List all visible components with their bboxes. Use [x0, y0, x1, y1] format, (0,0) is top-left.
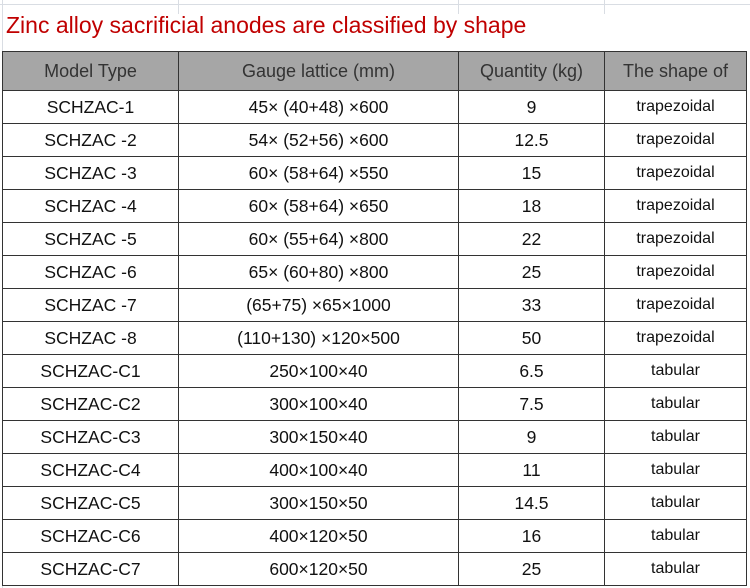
cell-gauge-lattice: (65+75) ×65×1000: [178, 288, 459, 322]
cell-quantity: 50: [458, 321, 605, 355]
cell-shape: tabular: [604, 486, 747, 520]
cell-model-type: SCHZAC -2: [2, 123, 179, 157]
cell-shape: trapezoidal: [604, 288, 747, 322]
cell-quantity: 16: [458, 519, 605, 553]
cell-model-type: SCHZAC-C4: [2, 453, 179, 487]
sheet-gridline: [0, 4, 750, 5]
cell-shape: tabular: [604, 552, 747, 586]
table-row: SCHZAC-C3 300×150×40 9 tabular: [2, 420, 747, 454]
cell-gauge-lattice: 60× (58+64) ×650: [178, 189, 459, 223]
cell-gauge-lattice: 45× (40+48) ×600: [178, 90, 459, 124]
cell-model-type: SCHZAC -5: [2, 222, 179, 256]
cell-gauge-lattice: 300×100×40: [178, 387, 459, 421]
cell-shape: trapezoidal: [604, 321, 747, 355]
cell-model-type: SCHZAC-C5: [2, 486, 179, 520]
sheet-gridline: [604, 0, 605, 14]
table-row: SCHZAC-C5 300×150×50 14.5 tabular: [2, 486, 747, 520]
cell-shape: tabular: [604, 420, 747, 454]
cell-model-type: SCHZAC -6: [2, 255, 179, 289]
table-row: SCHZAC -5 60× (55+64) ×800 22 trapezoidal: [2, 222, 747, 256]
cell-gauge-lattice: 300×150×50: [178, 486, 459, 520]
table-row: SCHZAC -3 60× (58+64) ×550 15 trapezoidal: [2, 156, 747, 190]
cell-model-type: SCHZAC-1: [2, 90, 179, 124]
cell-shape: tabular: [604, 453, 747, 487]
sheet-gridline: [458, 0, 459, 14]
header-quantity: Quantity (kg): [458, 51, 605, 91]
cell-model-type: SCHZAC -8: [2, 321, 179, 355]
table-row: SCHZAC-C4 400×100×40 11 tabular: [2, 453, 747, 487]
cell-quantity: 6.5: [458, 354, 605, 388]
cell-quantity: 14.5: [458, 486, 605, 520]
anode-table: Model Type Gauge lattice (mm) Quantity (…: [2, 51, 747, 586]
cell-quantity: 33: [458, 288, 605, 322]
cell-quantity: 25: [458, 255, 605, 289]
cell-gauge-lattice: (110+130) ×120×500: [178, 321, 459, 355]
table-row: SCHZAC -4 60× (58+64) ×650 18 trapezoidal: [2, 189, 747, 223]
cell-model-type: SCHZAC -7: [2, 288, 179, 322]
sheet-gridline: [178, 0, 179, 14]
cell-shape: trapezoidal: [604, 189, 747, 223]
header-shape: The shape of: [604, 51, 747, 91]
table-row: SCHZAC -2 54× (52+56) ×600 12.5 trapezoidal: [2, 123, 747, 157]
cell-gauge-lattice: 60× (55+64) ×800: [178, 222, 459, 256]
cell-gauge-lattice: 400×100×40: [178, 453, 459, 487]
cell-gauge-lattice: 65× (60+80) ×800: [178, 255, 459, 289]
table-row: SCHZAC-C2 300×100×40 7.5 tabular: [2, 387, 747, 421]
table-row: SCHZAC-C6 400×120×50 16 tabular: [2, 519, 747, 553]
cell-shape: tabular: [604, 387, 747, 421]
table-row: SCHZAC -8 (110+130) ×120×500 50 trapezoidal: [2, 321, 747, 355]
header-row: Model Type Gauge lattice (mm) Quantity (…: [2, 51, 747, 91]
cell-gauge-lattice: 600×120×50: [178, 552, 459, 586]
cell-shape: tabular: [604, 354, 747, 388]
cell-shape: trapezoidal: [604, 222, 747, 256]
cell-gauge-lattice: 54× (52+56) ×600: [178, 123, 459, 157]
cell-model-type: SCHZAC -3: [2, 156, 179, 190]
cell-quantity: 22: [458, 222, 605, 256]
cell-shape: trapezoidal: [604, 90, 747, 124]
page-title: Zinc alloy sacrificial anodes are classi…: [6, 12, 527, 38]
cell-quantity: 12.5: [458, 123, 605, 157]
cell-shape: trapezoidal: [604, 123, 747, 157]
cell-model-type: SCHZAC -4: [2, 189, 179, 223]
cell-shape: trapezoidal: [604, 255, 747, 289]
table-row: SCHZAC-C7 600×120×50 25 tabular: [2, 552, 747, 586]
table-row: SCHZAC -6 65× (60+80) ×800 25 trapezoidal: [2, 255, 747, 289]
cell-quantity: 9: [458, 420, 605, 454]
cell-quantity: 11: [458, 453, 605, 487]
cell-model-type: SCHZAC-C7: [2, 552, 179, 586]
table-row: SCHZAC -7 (65+75) ×65×1000 33 trapezoidal: [2, 288, 747, 322]
cell-shape: trapezoidal: [604, 156, 747, 190]
cell-gauge-lattice: 60× (58+64) ×550: [178, 156, 459, 190]
cell-gauge-lattice: 250×100×40: [178, 354, 459, 388]
cell-quantity: 9: [458, 90, 605, 124]
cell-quantity: 15: [458, 156, 605, 190]
cell-shape: tabular: [604, 519, 747, 553]
cell-quantity: 25: [458, 552, 605, 586]
cell-quantity: 7.5: [458, 387, 605, 421]
header-gauge-lattice: Gauge lattice (mm): [178, 51, 459, 91]
cell-gauge-lattice: 300×150×40: [178, 420, 459, 454]
cell-model-type: SCHZAC-C3: [2, 420, 179, 454]
cell-quantity: 18: [458, 189, 605, 223]
cell-model-type: SCHZAC-C1: [2, 354, 179, 388]
table-row: SCHZAC-1 45× (40+48) ×600 9 trapezoidal: [2, 90, 747, 124]
cell-gauge-lattice: 400×120×50: [178, 519, 459, 553]
table-row: SCHZAC-C1 250×100×40 6.5 tabular: [2, 354, 747, 388]
cell-model-type: SCHZAC-C6: [2, 519, 179, 553]
header-model-type: Model Type: [2, 51, 179, 91]
cell-model-type: SCHZAC-C2: [2, 387, 179, 421]
